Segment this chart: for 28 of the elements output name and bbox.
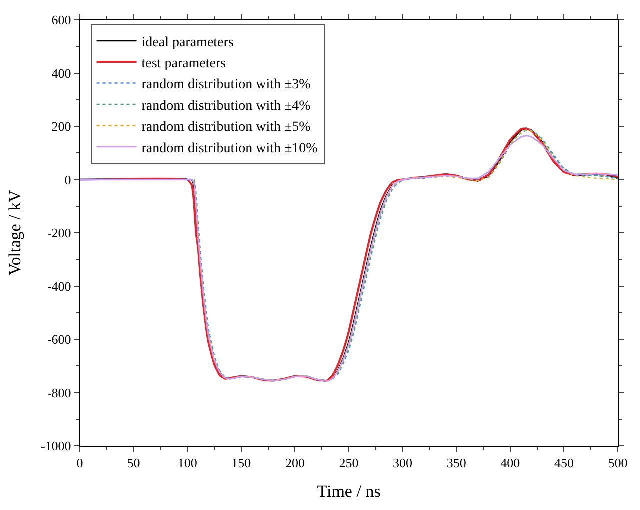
y-tick-label: -200 bbox=[47, 226, 72, 241]
y-tick-label: 0 bbox=[64, 172, 72, 188]
legend-label: test parameters bbox=[142, 56, 226, 72]
x-tick-label: 450 bbox=[554, 456, 574, 471]
x-tick-label: 200 bbox=[285, 456, 305, 471]
x-tick-label: 500 bbox=[608, 456, 628, 471]
y-tick-label: 200 bbox=[52, 119, 72, 134]
y-tick-label: -400 bbox=[47, 278, 72, 294]
x-tick-label: 400 bbox=[500, 456, 520, 471]
x-axis-title: Time / ns bbox=[317, 482, 381, 502]
legend-label: random distribution with ±3% bbox=[142, 78, 312, 93]
legend-label: ideal parameters bbox=[142, 35, 234, 50]
y-tick-label: -800 bbox=[47, 385, 72, 400]
x-tick-label: 100 bbox=[178, 456, 198, 471]
legend-label: random distribution with ±5% bbox=[142, 120, 312, 136]
legend-label: random distribution with ±4% bbox=[142, 98, 312, 114]
x-tick-label: 0 bbox=[76, 456, 84, 471]
y-tick-label: -1000 bbox=[40, 438, 72, 454]
x-tick-label: 150 bbox=[232, 456, 252, 471]
x-tick-label: 50 bbox=[127, 456, 140, 471]
y-axis-title: Voltage / kV bbox=[6, 189, 25, 276]
x-tick-label: 350 bbox=[446, 456, 466, 471]
y-tick-label: 400 bbox=[52, 66, 72, 81]
x-tick-label: 300 bbox=[393, 456, 413, 471]
legend-label: random distribution with ±10% bbox=[142, 141, 318, 156]
y-tick-label: 600 bbox=[52, 12, 72, 28]
x-tick-label: 250 bbox=[339, 456, 359, 471]
y-tick-label: -600 bbox=[47, 332, 72, 348]
